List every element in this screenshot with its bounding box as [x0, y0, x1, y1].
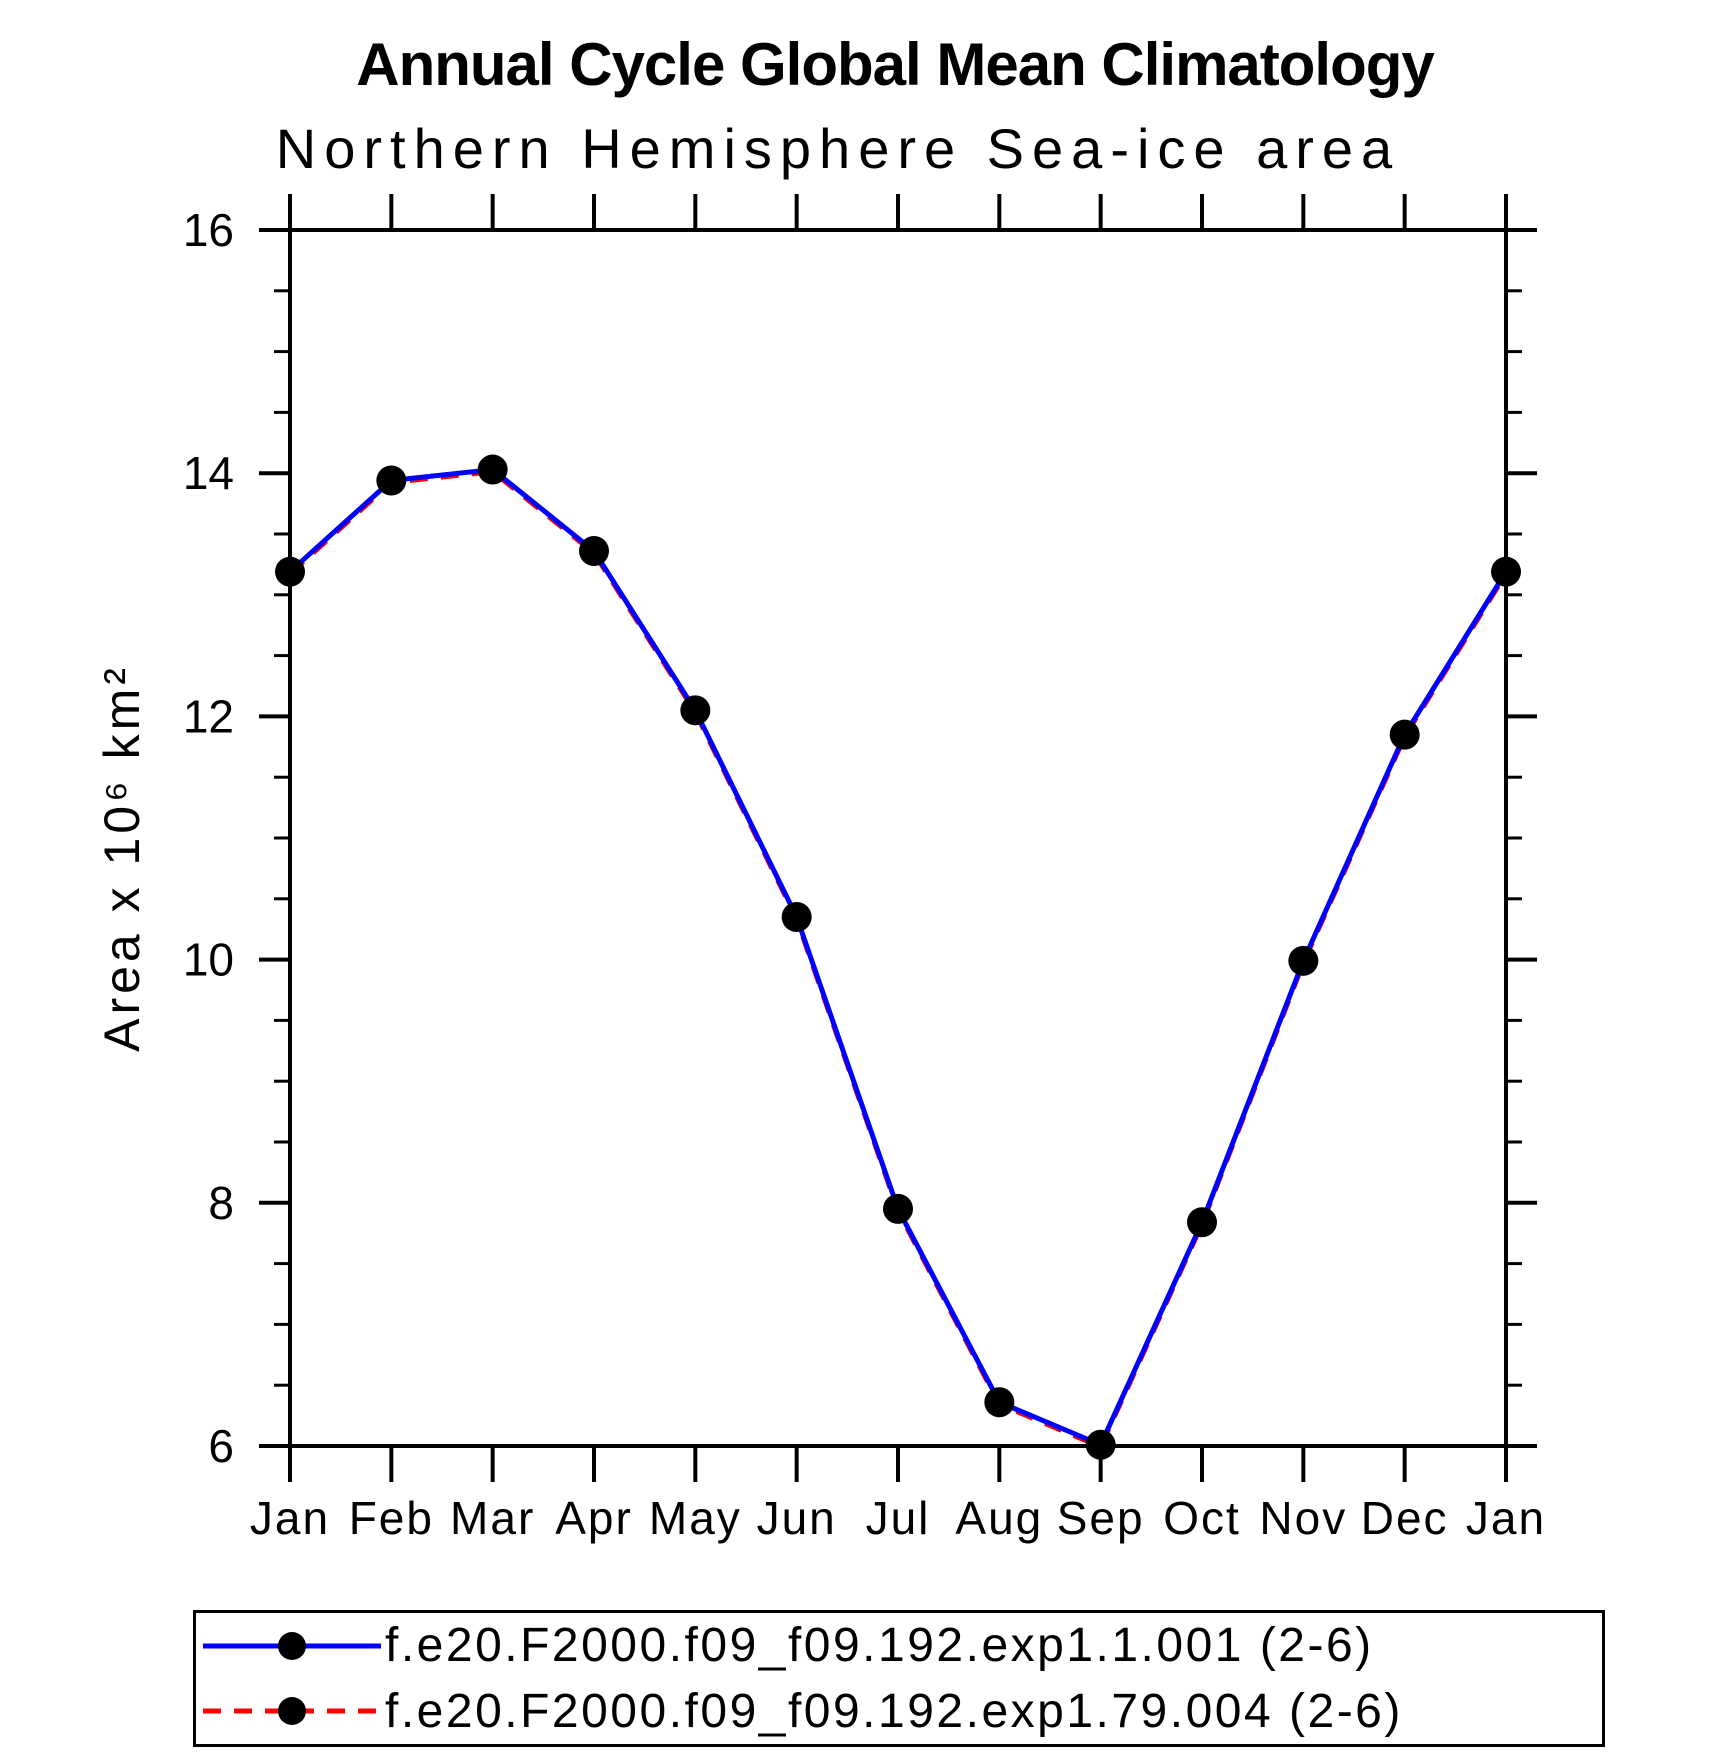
data-point-Dec-11 [1389, 719, 1420, 750]
series-line-exp1-79-004 [288, 468, 1509, 1451]
y-tick-label: 10 [183, 934, 234, 986]
x-tick-label: Jan [250, 1492, 330, 1544]
x-tick-label: Aug [955, 1492, 1043, 1544]
y-tick-label: 16 [183, 204, 234, 256]
data-point-Jan-12 [1491, 556, 1521, 587]
x-tick-label: May [649, 1492, 742, 1544]
x-tick-label: Feb [349, 1492, 434, 1544]
data-point-Jul-6 [883, 1193, 913, 1224]
legend-marker-dot [278, 1697, 306, 1726]
data-point-Jun-5 [781, 902, 812, 933]
x-tick-label: Jan [1466, 1492, 1546, 1544]
data-point-Aug-7 [984, 1387, 1015, 1418]
y-axis-ticks: 6 8 10 12 14 16 [183, 204, 1537, 1472]
x-tick-label: Jun [757, 1492, 837, 1544]
series-markers [275, 454, 1521, 1460]
legend-sample-solid-line [203, 1631, 381, 1660]
x-tick-label: Apr [555, 1492, 633, 1544]
data-point-Sep-8 [1085, 1429, 1116, 1460]
x-tick-label: Sep [1057, 1492, 1145, 1544]
x-tick-label: Dec [1361, 1492, 1449, 1544]
data-point-Feb-1 [376, 465, 407, 496]
data-point-Jan-0 [275, 556, 305, 587]
x-tick-label: Mar [450, 1492, 535, 1544]
legend-row-exp1-1-001: f.e20.F2000.f09_f09.192.exp1.1.001 (2-6) [196, 1613, 1602, 1679]
chart-title: Annual Cycle Global Mean Climatology [356, 31, 1435, 98]
x-tick-label: Jul [866, 1492, 931, 1544]
x-axis-ticks: Jan Feb Mar Apr May Jun Jul Aug Sep Oct Nov Dec Jan [250, 194, 1546, 1544]
data-point-May-4 [680, 695, 711, 726]
legend-marker-dot [278, 1631, 306, 1660]
y-tick-label: 6 [208, 1420, 234, 1472]
legend-row-exp1-79-004: f.e20.F2000.f09_f09.192.exp1.79.004 (2-6… [196, 1679, 1602, 1745]
y-tick-label: 12 [183, 690, 234, 742]
legend-label: f.e20.F2000.f09_f09.192.exp1.1.001 (2-6) [385, 1619, 1374, 1673]
plot-frame [288, 228, 1508, 1448]
series-line-exp1-1-001 [288, 466, 1509, 1449]
y-tick-label: 14 [183, 447, 234, 499]
data-point-Nov-10 [1288, 945, 1319, 976]
data-point-Mar-2 [477, 454, 508, 485]
legend-sample-dashed-line [203, 1697, 381, 1726]
x-tick-label: Oct [1163, 1492, 1241, 1544]
chart-subtitle: Northern Hemisphere Sea-ice area [275, 117, 1401, 180]
data-point-Oct-9 [1187, 1207, 1217, 1238]
x-tick-label: Nov [1259, 1492, 1347, 1544]
data-point-Apr-3 [579, 536, 609, 567]
y-tick-label: 8 [208, 1177, 234, 1229]
legend: f.e20.F2000.f09_f09.192.exp1.1.001 (2-6)… [193, 1610, 1605, 1747]
legend-label: f.e20.F2000.f09_f09.192.exp1.79.004 (2-6… [385, 1684, 1403, 1738]
